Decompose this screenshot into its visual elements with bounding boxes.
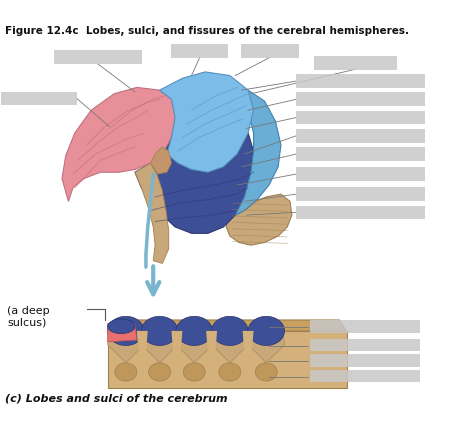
Polygon shape xyxy=(226,194,292,245)
Text: Figure 12.4c  Lobes, sulci, and fissures of the cerebral hemispheres.: Figure 12.4c Lobes, sulci, and fissures … xyxy=(5,26,409,36)
FancyBboxPatch shape xyxy=(296,187,425,201)
Polygon shape xyxy=(108,320,346,331)
Polygon shape xyxy=(160,72,254,172)
FancyBboxPatch shape xyxy=(296,129,425,143)
Ellipse shape xyxy=(176,316,212,346)
FancyBboxPatch shape xyxy=(296,147,425,161)
Polygon shape xyxy=(235,90,281,215)
Polygon shape xyxy=(176,331,212,363)
FancyBboxPatch shape xyxy=(54,51,142,64)
Polygon shape xyxy=(108,331,144,363)
FancyBboxPatch shape xyxy=(296,111,425,124)
FancyBboxPatch shape xyxy=(310,321,420,333)
Polygon shape xyxy=(62,87,175,201)
Ellipse shape xyxy=(108,319,135,334)
Ellipse shape xyxy=(248,316,284,346)
Ellipse shape xyxy=(108,316,144,346)
Ellipse shape xyxy=(115,363,137,381)
Polygon shape xyxy=(137,331,148,358)
Polygon shape xyxy=(135,163,169,264)
Ellipse shape xyxy=(183,363,205,381)
Polygon shape xyxy=(108,324,137,342)
Polygon shape xyxy=(172,331,182,358)
FancyBboxPatch shape xyxy=(310,339,420,352)
FancyBboxPatch shape xyxy=(296,167,425,181)
Ellipse shape xyxy=(219,363,241,381)
FancyBboxPatch shape xyxy=(296,74,425,88)
FancyBboxPatch shape xyxy=(241,44,299,58)
Polygon shape xyxy=(108,331,346,388)
Polygon shape xyxy=(211,331,248,363)
FancyBboxPatch shape xyxy=(171,44,228,58)
Polygon shape xyxy=(135,133,254,233)
Ellipse shape xyxy=(141,316,178,346)
Polygon shape xyxy=(243,331,254,358)
Polygon shape xyxy=(150,147,172,174)
Ellipse shape xyxy=(255,363,277,381)
FancyBboxPatch shape xyxy=(296,92,425,106)
FancyBboxPatch shape xyxy=(310,370,420,382)
Text: (a deep
sulcus): (a deep sulcus) xyxy=(7,306,50,328)
Polygon shape xyxy=(248,331,284,363)
FancyBboxPatch shape xyxy=(1,92,77,105)
FancyBboxPatch shape xyxy=(296,206,425,219)
Ellipse shape xyxy=(149,363,171,381)
FancyBboxPatch shape xyxy=(314,56,397,70)
Polygon shape xyxy=(141,331,178,363)
Polygon shape xyxy=(206,331,217,358)
Ellipse shape xyxy=(211,316,248,346)
Text: (c) Lobes and sulci of the cerebrum: (c) Lobes and sulci of the cerebrum xyxy=(5,394,227,404)
FancyBboxPatch shape xyxy=(310,354,420,367)
